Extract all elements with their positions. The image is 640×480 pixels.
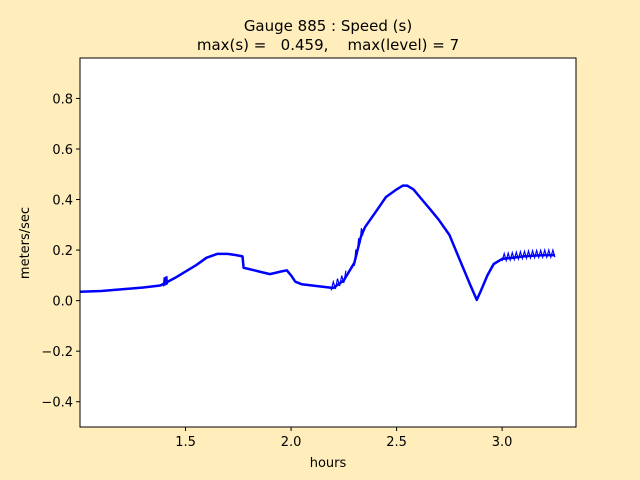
x-tick-label: 3.0 [492, 435, 513, 450]
y-tick-label: 0.6 [52, 143, 73, 158]
plot-area [80, 58, 576, 427]
y-tick-label: −0.4 [41, 396, 73, 411]
x-tick-label: 2.0 [281, 435, 302, 450]
chart-title-line2: max(s) = 0.459, max(level) = 7 [197, 36, 459, 54]
x-tick-label: 1.5 [175, 435, 196, 450]
x-axis-label: hours [310, 456, 347, 471]
chart-title-line1: Gauge 885 : Speed (s) [244, 17, 412, 35]
plot-frame [79, 57, 577, 428]
y-axis-label: meters/sec [18, 207, 33, 279]
speed-noise-band [330, 270, 347, 291]
y-tick-label: 0.2 [52, 244, 73, 259]
data-layer [79, 184, 556, 302]
y-tick-label: 0.4 [52, 194, 73, 209]
y-tick-label: −0.2 [41, 345, 73, 360]
speed-noise-band [353, 228, 364, 266]
y-axis: −0.4 −0.2 0.0 0.2 0.4 0.6 0.8 [41, 92, 80, 411]
y-tick-label: 0.8 [52, 92, 73, 107]
y-tick-label: 0.0 [52, 295, 73, 310]
x-axis: 1.5 2.0 2.5 3.0 [175, 427, 512, 450]
speed-noise-band [501, 247, 556, 263]
speed-noise-band [162, 275, 169, 287]
x-tick-label: 2.5 [386, 435, 407, 450]
